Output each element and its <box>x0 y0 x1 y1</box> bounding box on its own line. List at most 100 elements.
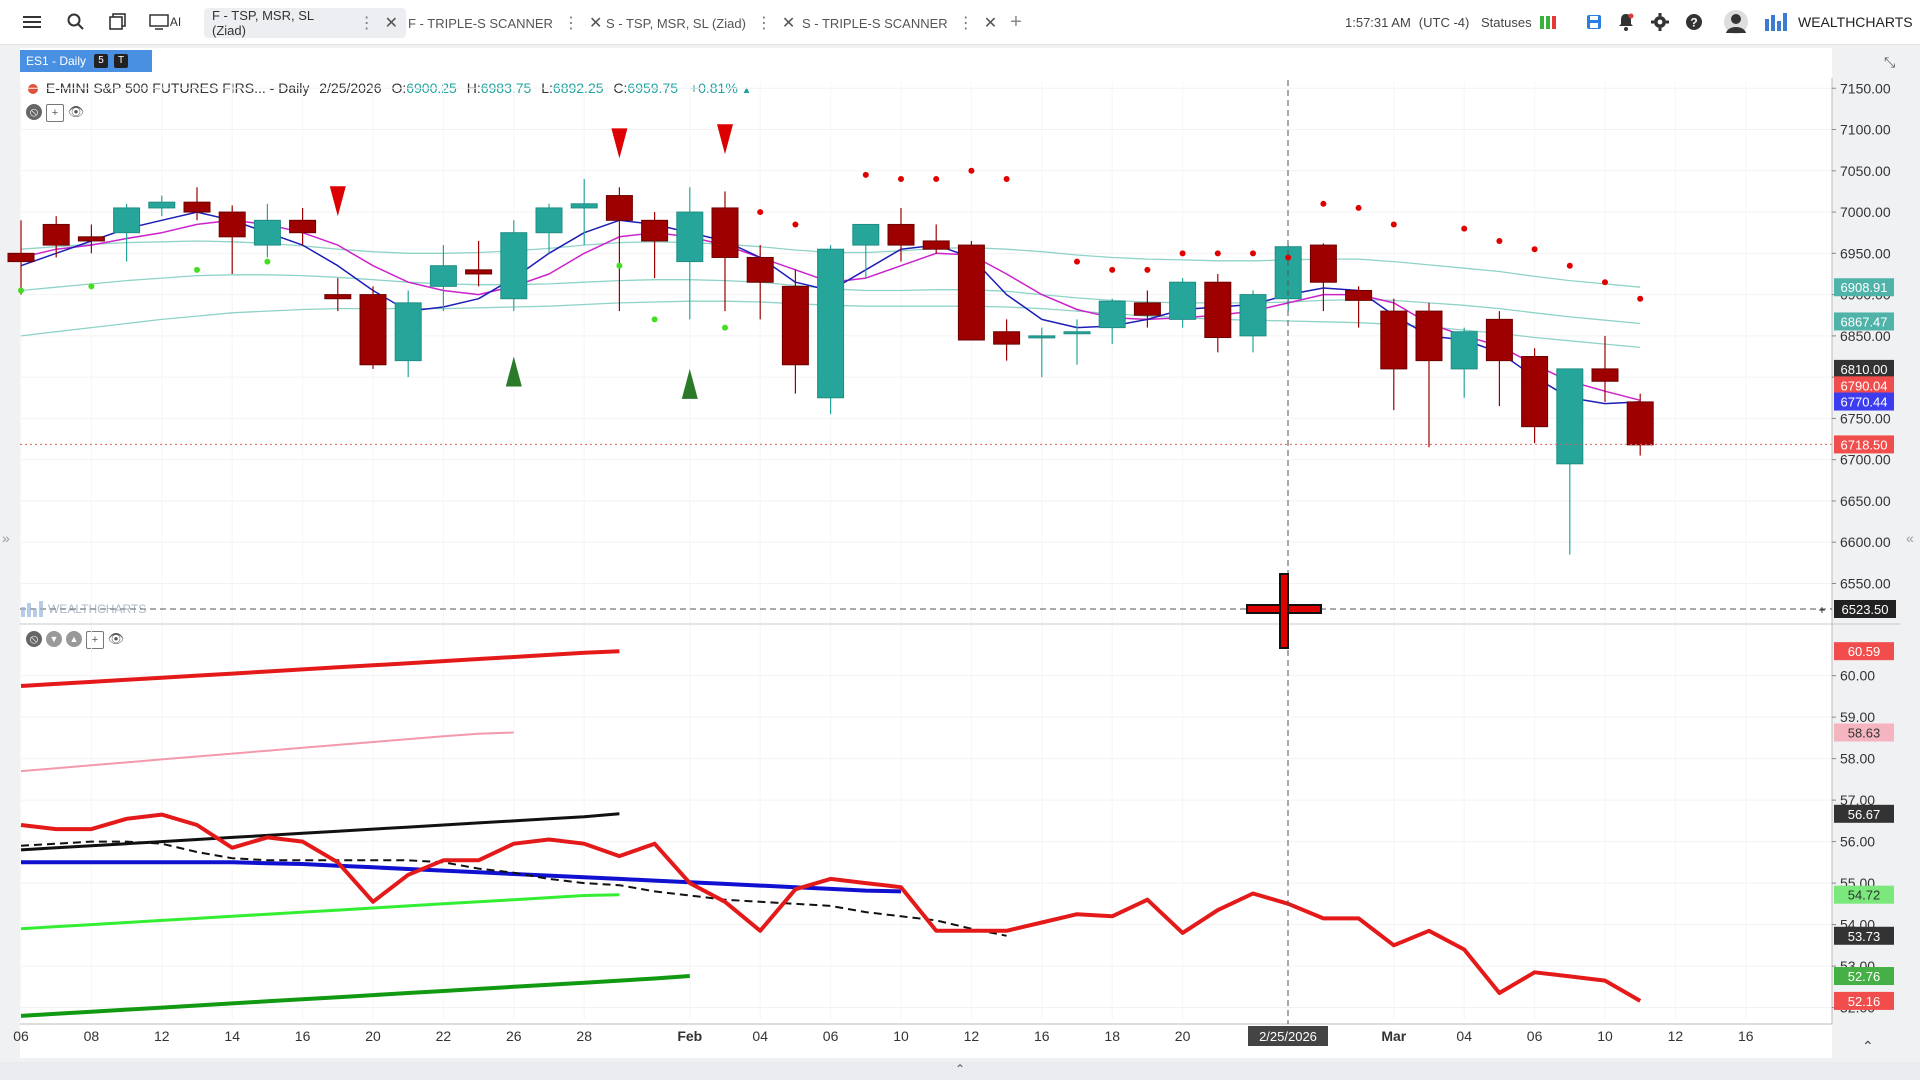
price-label: 6770.44 <box>1841 395 1888 410</box>
price-label-bg <box>1834 359 1894 378</box>
price-label: 6790.04 <box>1841 378 1888 393</box>
move-down-icon[interactable]: ▼ <box>46 631 62 647</box>
price-label-bg <box>1834 278 1894 297</box>
symbol-tag[interactable]: ES1 - Daily 5 T <box>20 50 152 72</box>
y-tick-label: 53.00 <box>1840 958 1875 974</box>
bar-date: 2/25/2026 <box>319 80 382 96</box>
low-value: 6892.25 <box>552 80 604 96</box>
statuses-label: Statuses <box>1481 14 1532 30</box>
tab-label: F - TRIPLE-S SCANNER <box>408 15 553 31</box>
menu-icon[interactable] <box>20 10 44 34</box>
y-tick-label: 56.00 <box>1840 834 1875 850</box>
close-value: 6959.75 <box>627 80 679 96</box>
ai-label: AI <box>169 15 182 29</box>
price-label: 54.72 <box>1848 888 1881 903</box>
price-label-bg <box>1834 435 1894 454</box>
close-icon[interactable]: ✕ <box>384 15 398 32</box>
right-collapse-icon[interactable]: « <box>1906 530 1914 546</box>
hide-icon[interactable]: ⦸ <box>26 104 42 120</box>
price-label: 6867.47 <box>1841 314 1888 329</box>
crosshair-price-bg <box>1834 600 1896 618</box>
copy-icon[interactable] <box>106 10 130 34</box>
symbol-label: ES1 - Daily <box>26 54 87 68</box>
price-label: 53.73 <box>1848 929 1881 944</box>
price-label: 52.16 <box>1848 994 1881 1009</box>
add-icon[interactable]: + <box>86 631 104 649</box>
bottom-panel-toggle[interactable]: ⌃ <box>0 1062 1920 1080</box>
y-tick-label: 6600.00 <box>1840 534 1891 550</box>
scroll-top-icon[interactable]: ⌃ <box>1862 1038 1874 1054</box>
close-icon[interactable]: ✕ <box>588 15 603 32</box>
clock: 1:57:31 AM (UTC -4) <box>1345 0 1469 44</box>
hide-icon[interactable]: ⦸ <box>26 631 42 647</box>
more-icon[interactable]: ⋮ <box>755 15 772 32</box>
statuses-button[interactable]: Statuses <box>1481 0 1556 44</box>
eye-icon[interactable]: 👁 <box>107 631 125 646</box>
status-bars-icon <box>1539 15 1556 29</box>
price-label: 56.67 <box>1848 807 1881 822</box>
eye-icon[interactable]: 👁 <box>67 104 85 119</box>
gear-icon[interactable] <box>1648 10 1672 34</box>
close-icon[interactable]: ✕ <box>983 15 998 32</box>
symbol-name[interactable]: E-MINI S&P 500 FUTURES FIRS... - Daily <box>45 80 310 96</box>
tab-4[interactable]: S - TRIPLE-S SCANNER ⋮ ✕ <box>794 8 1005 38</box>
brand-name: WEALTHCHARTS <box>1798 14 1913 30</box>
crosshair-price-label: 6523.50 <box>1842 602 1889 617</box>
tab-2[interactable]: F - TRIPLE-S SCANNER ⋮ ✕ <box>400 8 610 38</box>
y-tick-label: 7100.00 <box>1840 122 1891 138</box>
price-label: 58.63 <box>1848 725 1881 740</box>
more-icon[interactable]: ⋮ <box>358 15 375 32</box>
price-label-bg <box>1834 804 1894 823</box>
change-value: +0.81% <box>689 80 738 96</box>
y-tick-label: 6850.00 <box>1840 328 1891 344</box>
more-icon[interactable]: ⋮ <box>562 15 579 32</box>
price-label: 6810.00 <box>1841 362 1888 377</box>
add-tab-icon[interactable]: + <box>1010 10 1022 33</box>
type-badge[interactable]: T <box>114 54 129 68</box>
chevron-up-icon[interactable]: ⌃ <box>954 1062 966 1076</box>
close-icon[interactable]: ✕ <box>781 15 796 32</box>
low-label: L: <box>541 80 553 96</box>
tab-1[interactable]: F - TSP, MSR, SL (Ziad) ⋮ ✕ <box>204 8 406 38</box>
y-tick-label: 6700.00 <box>1840 452 1891 468</box>
price-label-bg <box>1834 885 1894 904</box>
timezone-text: (UTC -4) <box>1418 14 1470 30</box>
y-tick-label: 60.00 <box>1840 668 1875 684</box>
high-label: H: <box>466 80 481 96</box>
tab-label: S - TRIPLE-S SCANNER <box>802 15 948 31</box>
watermark: WEALTHCHARTS <box>20 600 146 618</box>
brand-logo: WEALTHCHARTS <box>1764 11 1913 33</box>
more-icon[interactable]: ⋮ <box>957 15 974 32</box>
expand-icon[interactable]: ⤡ <box>1884 54 1896 70</box>
search-icon[interactable] <box>64 10 88 34</box>
price-label: 60.59 <box>1848 644 1881 659</box>
top-toolbar: AI F - TSP, MSR, SL (Ziad) ⋮ ✕ F - TRIPL… <box>0 0 1920 45</box>
chart-panel <box>20 48 1832 1058</box>
y-tick-label: 57.00 <box>1840 792 1875 808</box>
price-label-bg <box>1834 376 1894 395</box>
y-tick-label: 59.00 <box>1840 709 1875 725</box>
tab-label: S - TSP, MSR, SL (Ziad) <box>606 15 746 31</box>
time-text: 1:57:31 AM <box>1345 14 1411 30</box>
price-label-bg <box>1834 967 1894 986</box>
interval-badge[interactable]: 5 <box>94 54 109 68</box>
y-tick-label: 55.00 <box>1840 875 1875 891</box>
watermark-logo-icon <box>21 601 43 617</box>
save-icon[interactable] <box>1582 10 1606 34</box>
add-icon[interactable]: + <box>46 104 64 122</box>
y-tick-label: 6550.00 <box>1840 575 1891 591</box>
y-tick-label: 58.00 <box>1840 751 1875 767</box>
left-collapse-icon[interactable]: » <box>2 530 10 546</box>
y-tick-label: 54.00 <box>1840 917 1875 933</box>
help-icon[interactable]: ? <box>1682 10 1706 34</box>
symbol-logo-icon <box>28 84 38 94</box>
svg-text:?: ? <box>1690 16 1697 30</box>
tab-3[interactable]: S - TSP, MSR, SL (Ziad) ⋮ ✕ <box>598 8 803 38</box>
bell-icon[interactable] <box>1614 10 1638 34</box>
price-label: 6718.50 <box>1841 437 1888 452</box>
avatar[interactable] <box>1722 8 1750 36</box>
ai-icon[interactable]: AI <box>148 10 182 34</box>
move-up-icon[interactable]: ▲ <box>66 631 82 647</box>
tab-label: F - TSP, MSR, SL (Ziad) <box>212 8 314 38</box>
up-arrow-icon: ▲ <box>741 85 752 96</box>
